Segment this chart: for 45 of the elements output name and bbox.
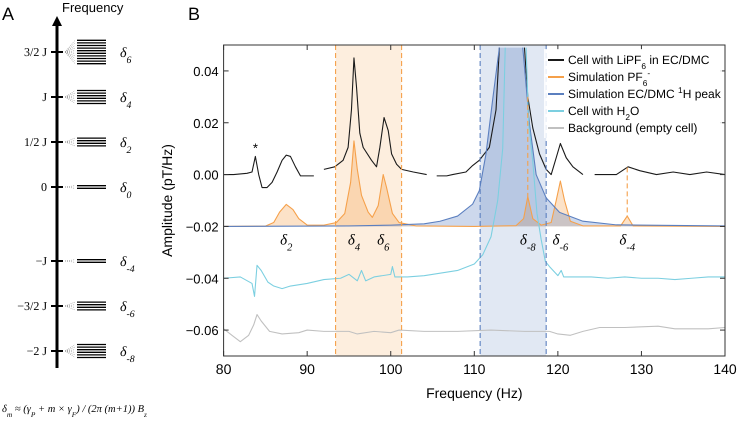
category-label: 3/2 J [24, 45, 48, 59]
y-tick-label: 0.04 [193, 64, 219, 79]
y-tick-label: 0.00 [193, 168, 219, 183]
text: A [2, 4, 14, 24]
x-tick-label: 90 [299, 361, 316, 377]
annotation: * [252, 140, 258, 156]
x-tick-label: 140 [713, 361, 737, 377]
category-label: δ$_{2}$ [120, 136, 132, 156]
annotation: δ$_{6}$ [377, 232, 390, 253]
y-tick-label: −0.02 [186, 219, 219, 234]
y-tick-label: 0.02 [193, 116, 219, 131]
legend-label: Background (empty cell) [568, 121, 698, 135]
y-tick-label: −0.06 [186, 323, 219, 338]
line-series [224, 314, 725, 342]
annotation: δ$_{-4}$ [619, 232, 636, 253]
x-tick-label: 80 [216, 361, 232, 377]
legend-label: Cell with H$_{2}$O [568, 104, 640, 122]
annotation: δ$_{4}$ [348, 232, 361, 253]
category-label: δ$_{4}$ [120, 91, 132, 110]
x-axis-title: Frequency (Hz) [426, 385, 523, 401]
category-label: δ$_{-6}$ [120, 300, 135, 320]
category-label: δ$_{-4}$ [120, 255, 135, 274]
annotation: δ$_{-8}$ [520, 232, 536, 253]
category-label: 0 [41, 180, 47, 194]
category-label: −2 J [26, 344, 48, 358]
legend-label: Simulation EC/DMC $^{1}$H peak [568, 85, 722, 101]
x-tick-label: 120 [546, 361, 570, 377]
annotation: δ$_{2}$ [280, 232, 294, 253]
text: Frequency [62, 0, 124, 15]
x-tick-label: 130 [630, 361, 654, 377]
x-tick-label: 110 [463, 361, 486, 377]
category-label: δ$_{0}$ [120, 181, 132, 200]
category-label: δ$_{-8}$ [120, 345, 135, 364]
category-label: −J [36, 254, 48, 268]
category-label: −3/2 J [17, 299, 48, 313]
legend-label: Cell with LiPF$_{6}$ in EC/DMC [568, 53, 710, 71]
category-label: δ$_{6}$ [120, 46, 132, 66]
category-label: 1/2 J [24, 135, 48, 149]
annotation: δ$_{-6}$ [552, 232, 569, 253]
text: δ$_{m}$ ≈ (γ$_{P}$ + m × γ$_{F}$) / (2π (m+1)) B$_{z}$ [2, 404, 148, 418]
chart-title: B [188, 4, 200, 24]
y-tick-label: −0.04 [186, 271, 219, 286]
x-tick-label: 100 [379, 361, 403, 377]
category-label: J [42, 90, 48, 104]
y-axis-title: Amplitude (pT/Hz) [159, 144, 175, 257]
